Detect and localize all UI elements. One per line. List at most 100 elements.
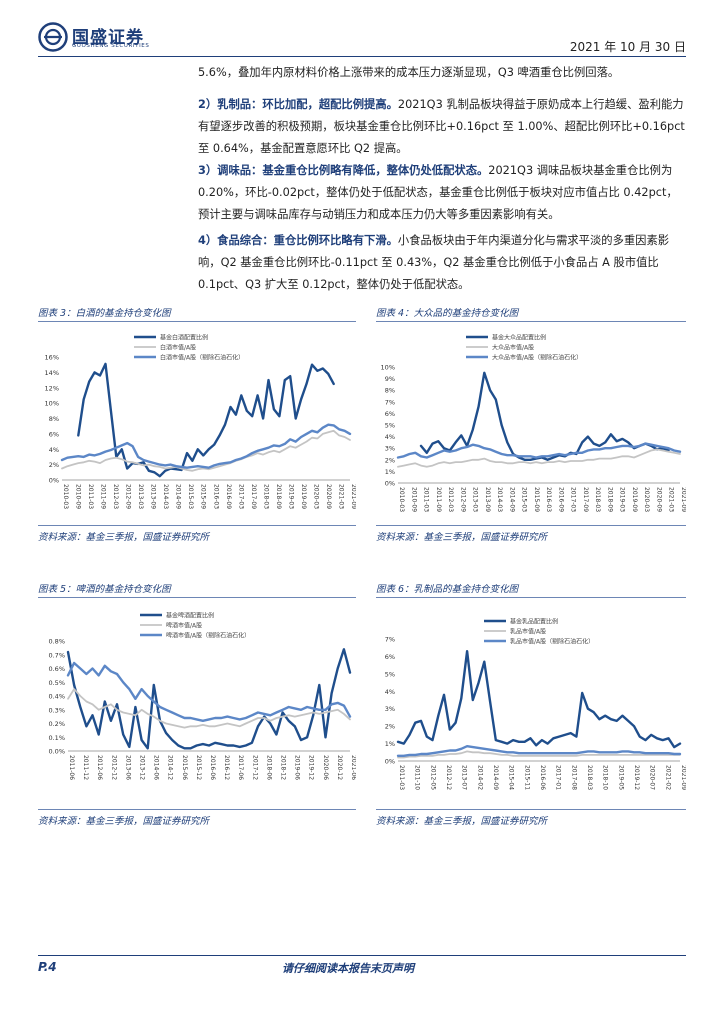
- paragraph-heading: 2）乳制品：环比加配，超配比例提高。: [198, 98, 398, 111]
- x-tick-label: 2017-09: [582, 487, 589, 512]
- figure-4-bottom-rule: [376, 525, 686, 526]
- y-tick-label: 3%: [385, 705, 395, 713]
- header-divider: [38, 56, 686, 57]
- x-tick-label: 2016-03: [545, 487, 552, 512]
- figure-3-source: 资料来源：基金三季报，国盛证券研究所: [38, 532, 210, 543]
- legend-label: 基金大众品配置比例: [492, 334, 546, 342]
- legend-label: 啤酒市值/A股（剔除石油石化）: [166, 632, 250, 640]
- y-tick-label: 5%: [385, 670, 395, 678]
- x-tick-label: 2011-03: [423, 487, 430, 512]
- x-tick-label: 2011-03: [87, 484, 94, 509]
- x-tick-label: 2012-12: [110, 755, 117, 780]
- x-tick-label: 2015-04: [508, 765, 515, 790]
- x-tick-label: 2015-03: [521, 487, 528, 512]
- x-tick-label: 2012-06: [96, 755, 103, 780]
- x-tick-label: 2010-03: [398, 487, 405, 512]
- x-tick-label: 2018-10: [602, 765, 609, 790]
- y-tick-label: 0.0%: [48, 748, 65, 756]
- x-tick-label: 2015-09: [533, 487, 540, 512]
- y-tick-label: 5%: [385, 422, 395, 430]
- y-tick-label: 7%: [385, 636, 395, 644]
- x-tick-label: 2010-09: [75, 484, 82, 509]
- y-tick-label: 1%: [385, 468, 395, 476]
- x-tick-label: 2018-09: [275, 484, 282, 509]
- x-tick-label: 2012-09: [459, 487, 466, 512]
- x-tick-label: 2015-12: [195, 755, 202, 780]
- x-tick-label: 2021-09: [680, 765, 686, 790]
- x-tick-label: 2010-09: [410, 487, 417, 512]
- y-tick-label: 0.1%: [48, 734, 65, 742]
- y-tick-label: 16%: [45, 354, 59, 362]
- y-tick-label: 0.5%: [48, 679, 65, 687]
- x-tick-label: 2014-09: [492, 765, 499, 790]
- series-line: [419, 371, 670, 462]
- y-tick-label: 4%: [49, 446, 59, 454]
- x-tick-label: 2019-05: [617, 765, 624, 790]
- series-line: [66, 661, 352, 723]
- report-date: 2021 年 10 月 30 日: [569, 40, 686, 54]
- x-tick-label: 2013-06: [124, 755, 131, 780]
- y-tick-label: 6%: [385, 653, 395, 661]
- figure-6-title: 图表 6：乳制品的基金持仓变化图: [376, 584, 519, 595]
- x-tick-label: 2018-03: [594, 487, 601, 512]
- x-tick-label: 2014-03: [496, 487, 503, 512]
- x-tick-label: 2015-03: [187, 484, 194, 509]
- x-tick-label: 2018-09: [606, 487, 613, 512]
- series-line: [396, 744, 682, 758]
- figure-4-source: 资料来源：基金三季报，国盛证券研究所: [376, 532, 548, 543]
- figure-3-rule: [38, 321, 356, 322]
- x-tick-label: 2020-07: [649, 765, 656, 790]
- y-tick-label: 2%: [385, 456, 395, 464]
- series-line: [67, 688, 351, 729]
- paragraph-seasoning: 3）调味品：基金重仓比例略有降低，整体仍处低配状态。2021Q3 调味品板块基金…: [198, 164, 678, 221]
- x-tick-label: 2014-02: [476, 765, 483, 790]
- y-tick-label: 2%: [49, 461, 59, 469]
- y-tick-label: 9%: [385, 375, 395, 383]
- series-line: [396, 650, 682, 749]
- x-tick-label: 2014-09: [175, 484, 182, 509]
- x-tick-label: 2011-12: [82, 755, 89, 780]
- figure-5-title: 图表 5：啤酒的基金持仓变化图: [38, 584, 171, 595]
- paragraph-heading: 3）调味品：基金重仓比例略有降低，整体仍处低配状态。: [198, 164, 489, 177]
- x-tick-label: 2014-09: [508, 487, 515, 512]
- figure-5-source: 资料来源：基金三季报，国盛证券研究所: [38, 816, 210, 827]
- series-line: [397, 750, 681, 759]
- x-tick-label: 2016-06: [209, 755, 216, 780]
- series-line: [396, 442, 682, 459]
- x-tick-label: 2016-03: [212, 484, 219, 509]
- figure-4-rule: [376, 321, 686, 322]
- y-tick-label: 4%: [385, 688, 395, 696]
- y-tick-label: 0.7%: [48, 651, 65, 659]
- series-line: [61, 429, 351, 472]
- x-tick-label: 2020-09: [655, 487, 662, 512]
- legend-label: 大众品市值/A股: [492, 344, 534, 352]
- x-tick-label: 2019-06: [294, 755, 301, 780]
- x-tick-label: 2018-03: [586, 765, 593, 790]
- x-tick-label: 2013-07: [461, 765, 468, 790]
- x-tick-label: 2020-12: [336, 755, 343, 780]
- figure-6-bottom-rule: [376, 809, 686, 810]
- series-line: [77, 362, 335, 478]
- figure-6-source: 资料来源：基金三季报，国盛证券研究所: [376, 816, 548, 827]
- x-tick-label: 2013-09: [484, 487, 491, 512]
- x-tick-label: 2017-01: [555, 765, 562, 790]
- figure-5-rule: [38, 597, 356, 598]
- page-number: P.4: [38, 960, 57, 974]
- x-tick-label: 2021-03: [668, 487, 675, 512]
- x-tick-label: 2017-09: [250, 484, 257, 509]
- x-tick-label: 2016-09: [225, 484, 232, 509]
- y-tick-label: 10%: [381, 364, 395, 372]
- x-tick-label: 2017-08: [570, 765, 577, 790]
- x-tick-label: 2017-03: [237, 484, 244, 509]
- x-tick-label: 2021-03: [337, 484, 344, 509]
- x-tick-label: 2011-06: [68, 755, 75, 780]
- x-tick-label: 2019-09: [631, 487, 638, 512]
- y-tick-label: 8%: [49, 415, 59, 423]
- y-tick-label: 7%: [385, 398, 395, 406]
- y-tick-label: 0.8%: [48, 638, 65, 646]
- y-tick-label: 0%: [385, 480, 395, 488]
- y-tick-label: 0%: [385, 758, 395, 766]
- x-tick-label: 2014-12: [167, 755, 174, 780]
- x-tick-label: 2021-06: [350, 755, 356, 780]
